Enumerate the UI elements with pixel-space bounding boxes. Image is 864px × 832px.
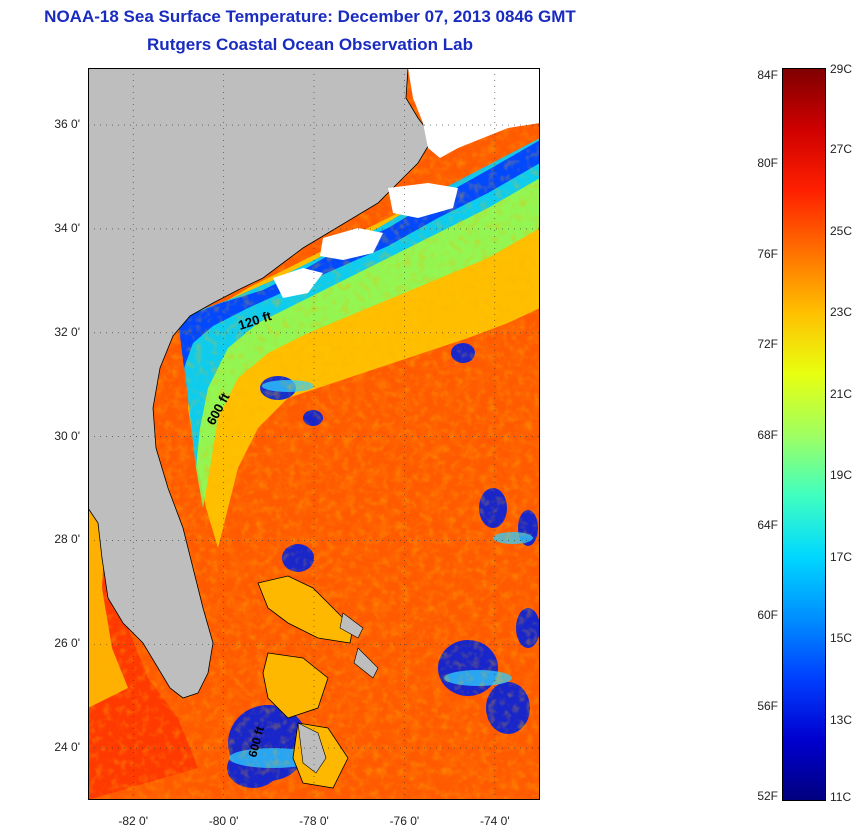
- colorbar-celsius-label: 19C: [830, 468, 853, 483]
- colorbar-fahrenheit-label: 64F: [757, 517, 778, 532]
- colorbar-fahrenheit-label: 56F: [757, 698, 778, 713]
- colorbar-fahrenheit-label: 60F: [757, 608, 778, 623]
- colorbar-celsius-label: 23C: [830, 305, 853, 320]
- latitude-tick-label: 26 0': [54, 636, 80, 651]
- colorbar-fahrenheit-label: 72F: [757, 337, 778, 351]
- map-frame: [88, 68, 540, 800]
- colorbar-fahrenheit-label: 76F: [757, 246, 778, 261]
- colorbar-fahrenheit-label: 80F: [757, 156, 778, 171]
- latitude-tick-label: 34 0': [54, 220, 80, 235]
- colorbar-celsius-label: 17C: [830, 549, 853, 564]
- longitude-tick-label: -76 0': [389, 814, 420, 828]
- longitude-tick-label: -74 0': [479, 814, 510, 828]
- longitude-axis: -82 0' -80 0' -78 0' -76 0' -74 0': [118, 814, 510, 828]
- colorbar-fahrenheit-label: 52F: [757, 789, 778, 804]
- colorbar-celsius-label: 27C: [830, 142, 853, 157]
- colorbar-celsius-label: 15C: [830, 631, 853, 646]
- latitude-tick-label: 32 0': [54, 324, 80, 339]
- colorbar-fahrenheit-label: 68F: [757, 427, 778, 442]
- graticule: [88, 68, 540, 800]
- temperature-colorbar: [782, 68, 826, 801]
- latitude-tick-label: 24 0': [54, 740, 80, 755]
- colorbar-celsius-label: 21C: [830, 386, 853, 401]
- colorbar-celsius-label: 25C: [830, 223, 853, 238]
- latitude-tick-label: 36 0': [54, 117, 80, 132]
- latitude-tick-label: 28 0': [54, 532, 80, 547]
- islands: [297, 612, 379, 774]
- longitude-tick-label: -78 0': [299, 814, 329, 828]
- us-mainland: [88, 68, 434, 699]
- latitude-tick-label: 30 0': [54, 428, 80, 443]
- sst-map: 120 ft 600 ft 600 ft: [88, 68, 540, 800]
- colorbar-celsius-label: 11C: [830, 790, 852, 804]
- cloud-cover: [273, 68, 540, 298]
- page-title: NOAA-18 Sea Surface Temperature: Decembe…: [44, 7, 576, 26]
- colorbar-fahrenheit-label: 84F: [757, 68, 778, 82]
- sst-map-svg: 120 ft 600 ft 600 ft: [88, 68, 540, 800]
- longitude-tick-label: -80 0': [208, 814, 239, 828]
- latitude-axis: 36 0' 34 0' 32 0' 30 0' 28 0' 26 0' 24 0': [0, 0, 84, 832]
- colorbar-celsius-label: 29C: [830, 62, 853, 76]
- longitude-tick-label: -82 0': [118, 814, 149, 828]
- page-subtitle: Rutgers Coastal Ocean Observation Lab: [147, 35, 473, 54]
- colorbar-celsius-label: 13C: [830, 712, 853, 727]
